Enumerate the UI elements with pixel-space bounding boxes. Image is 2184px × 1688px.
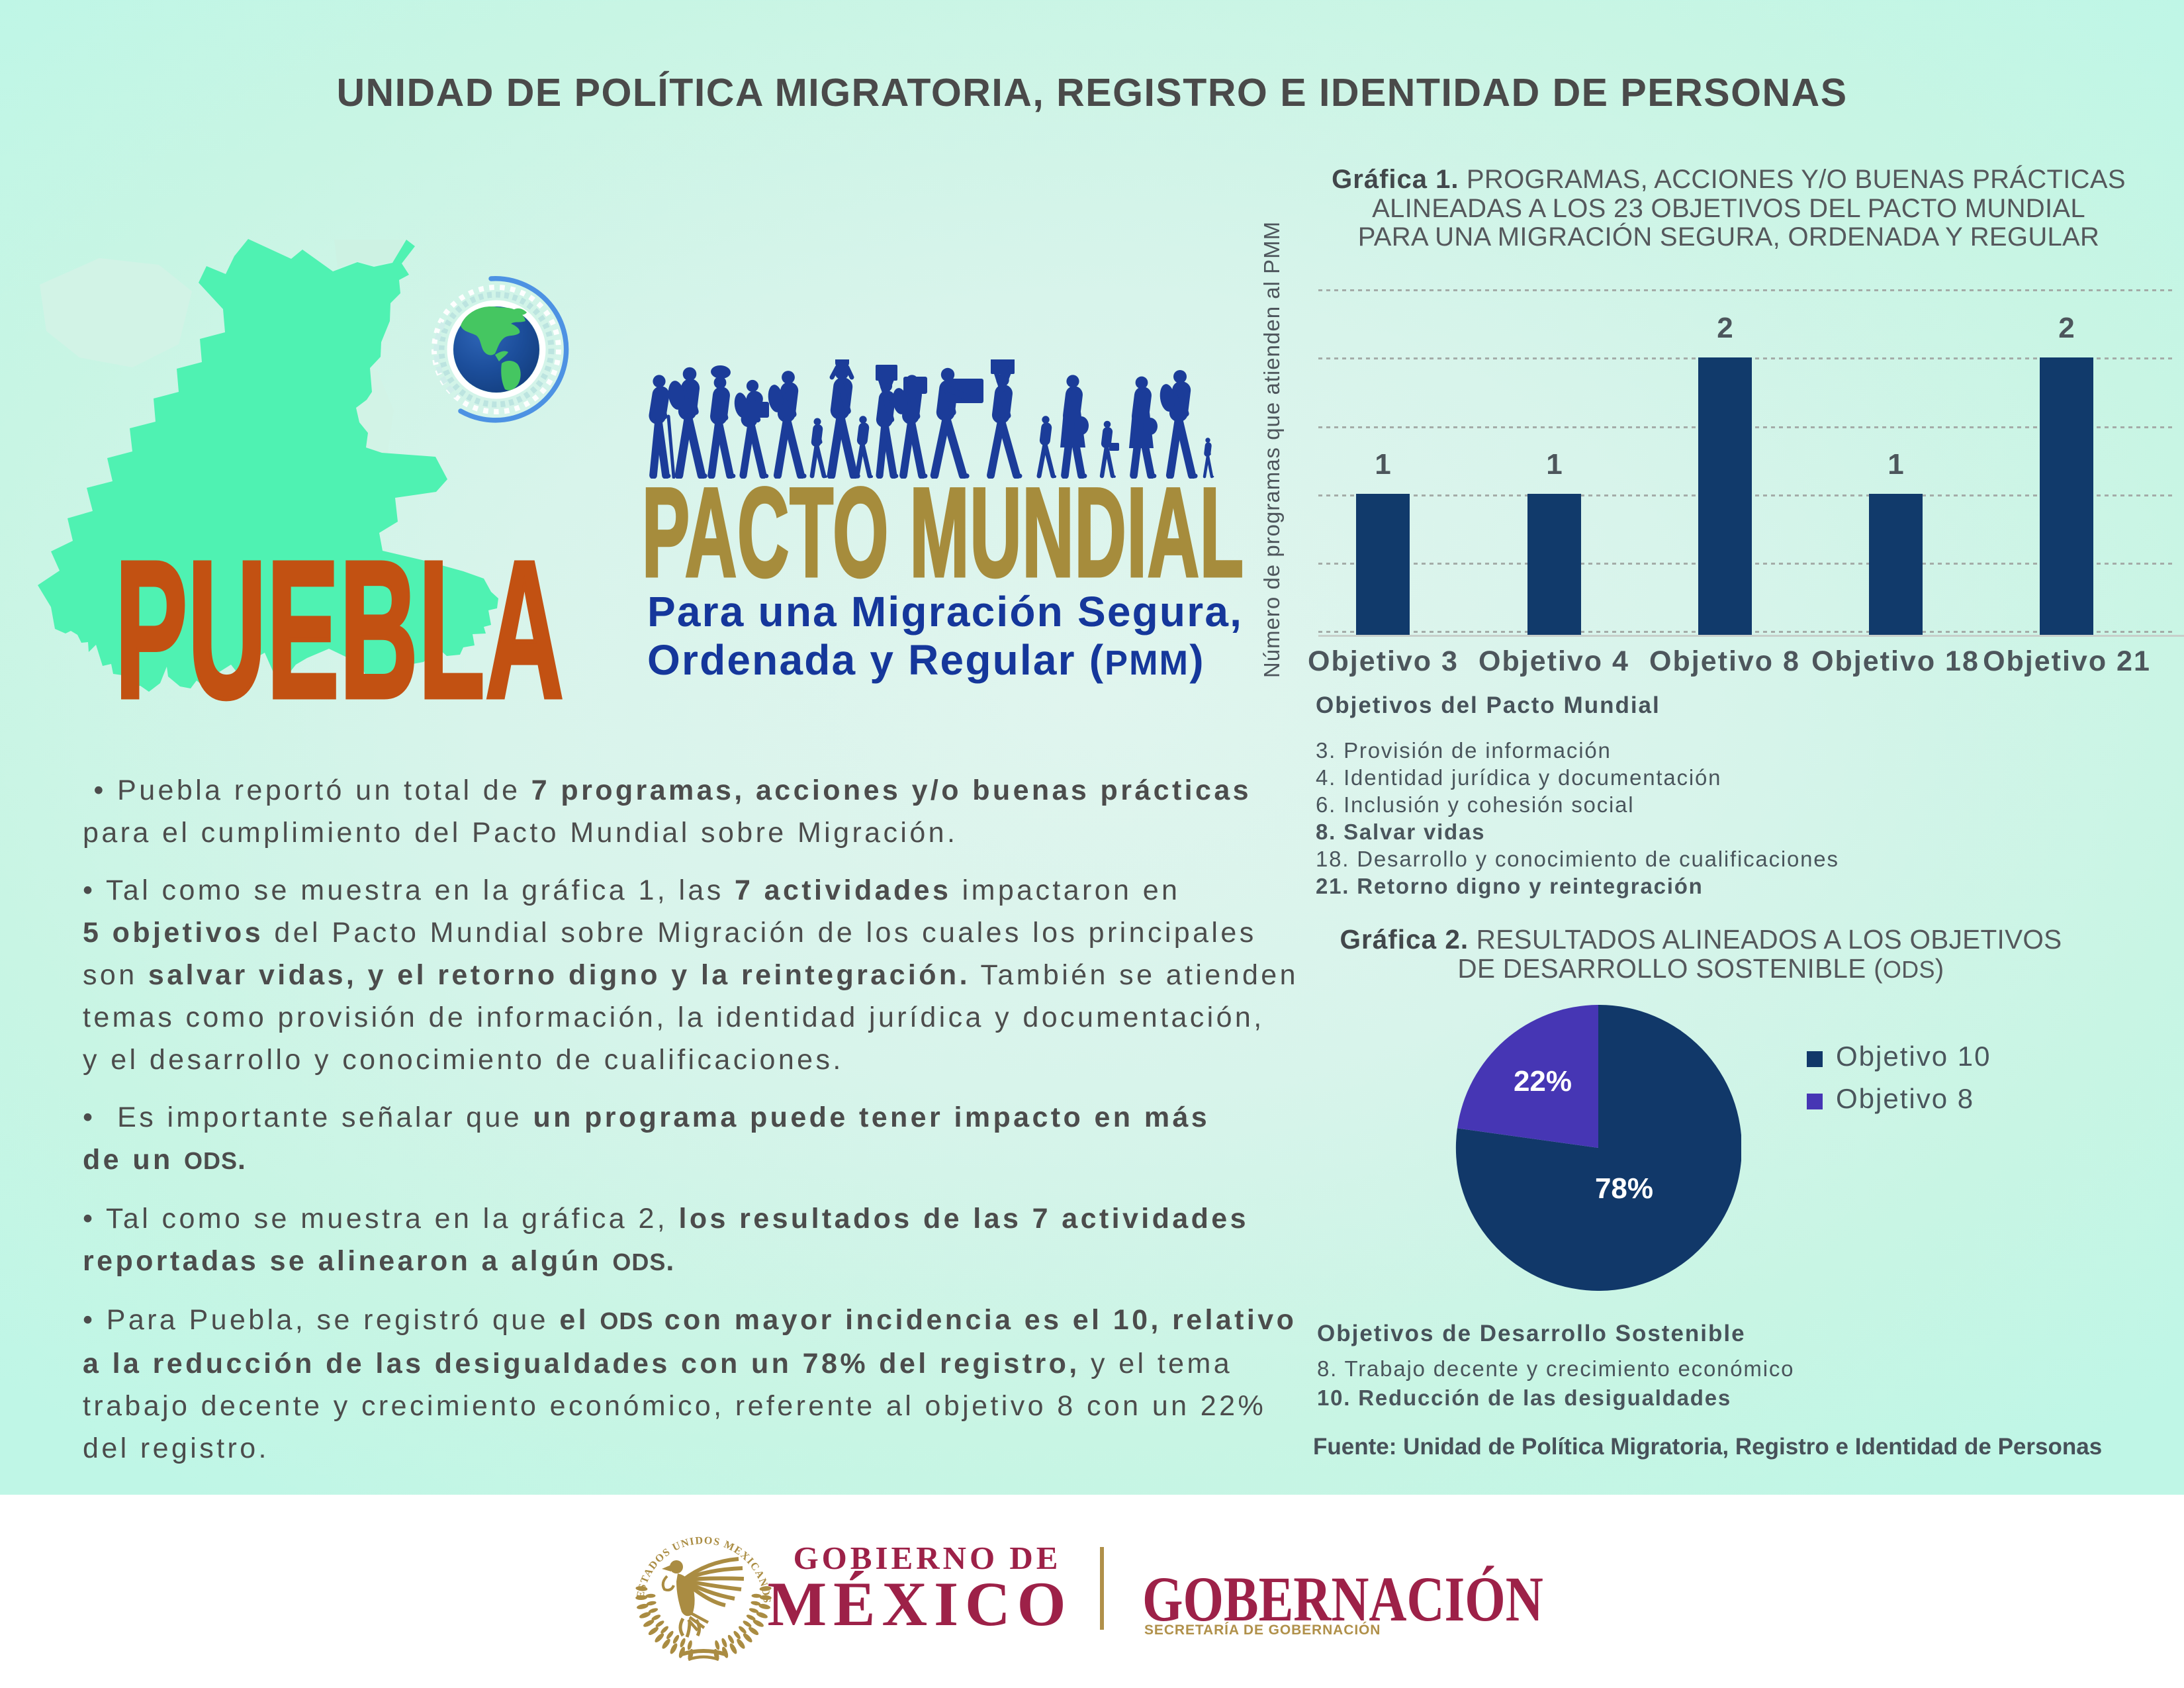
svg-text:78%: 78% [1595,1172,1653,1205]
svg-text:22%: 22% [1514,1065,1572,1098]
